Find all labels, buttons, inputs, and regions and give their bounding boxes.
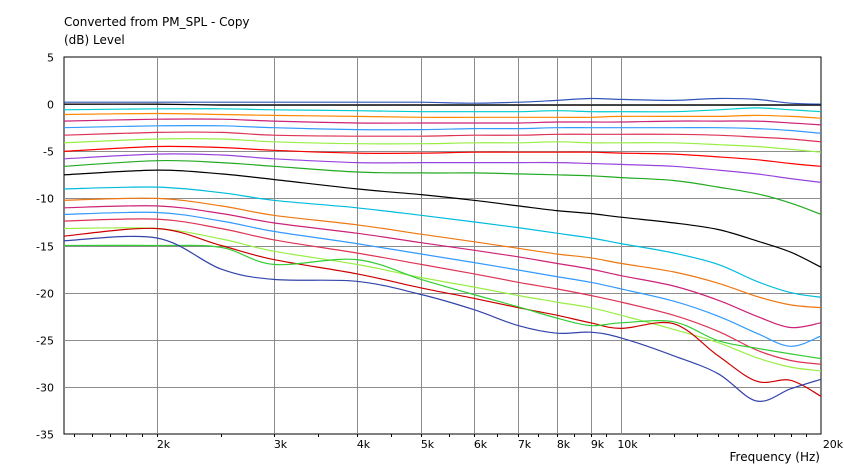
x-tick-label: 5k xyxy=(421,438,435,451)
y-tick-label: -35 xyxy=(36,429,54,442)
series-lines xyxy=(63,97,822,402)
y-axis-label: (dB) Level xyxy=(64,33,125,47)
series-line-8 xyxy=(63,137,822,153)
series-line-21 xyxy=(63,235,822,402)
series-line-6 xyxy=(63,124,822,134)
y-tick-label: -10 xyxy=(36,193,54,206)
series-line-18 xyxy=(63,227,822,372)
x-tick-label: 2k xyxy=(157,438,171,451)
series-line-5 xyxy=(63,118,822,126)
y-tick-label: 0 xyxy=(47,99,54,112)
series-line-2 xyxy=(63,103,821,106)
y-tick-label: -30 xyxy=(36,382,54,395)
series-line-13 xyxy=(63,186,822,298)
series-line-3 xyxy=(63,107,822,113)
x-tick-label: 8k xyxy=(557,438,571,451)
series-line-15 xyxy=(63,205,822,329)
series-line-1 xyxy=(64,97,822,105)
x-tick-label: 4k xyxy=(357,438,371,451)
x-tick-label: 6k xyxy=(474,438,488,451)
series-line-17 xyxy=(63,218,822,365)
chart-title: Converted from PM_SPL - Copy xyxy=(64,15,250,29)
series-line-11 xyxy=(63,159,822,215)
series-line-12 xyxy=(63,169,822,268)
x-tick-label: 7k xyxy=(518,438,532,451)
series-line-16 xyxy=(63,211,822,347)
series-line-10 xyxy=(63,153,822,183)
x-tick-label: 3k xyxy=(274,438,288,451)
y-tick-label: -25 xyxy=(36,335,54,348)
y-tick-label: -20 xyxy=(36,288,54,301)
x-tick-labels: 2k 3k 4k 5k 6k 7k 8k 9k 10k 20k xyxy=(157,438,844,451)
y-tick-label: -15 xyxy=(36,241,54,254)
x-tick-label: 9k xyxy=(591,438,605,451)
x-tick-label: 10k xyxy=(617,438,638,451)
series-line-20 xyxy=(63,244,822,360)
y-tick-labels: 5 0 -5 -10 -15 -20 -25 -30 -35 xyxy=(36,52,54,442)
y-tick-label: 5 xyxy=(47,52,54,65)
series-line-14 xyxy=(63,197,822,309)
series-line-7 xyxy=(63,131,822,143)
series-line-9 xyxy=(63,145,822,167)
y-tick-label: -5 xyxy=(43,146,54,159)
series-line-4 xyxy=(63,112,822,119)
x-axis-label: Frequency (Hz) xyxy=(730,450,821,464)
x-tick-label: 20k xyxy=(823,438,844,451)
